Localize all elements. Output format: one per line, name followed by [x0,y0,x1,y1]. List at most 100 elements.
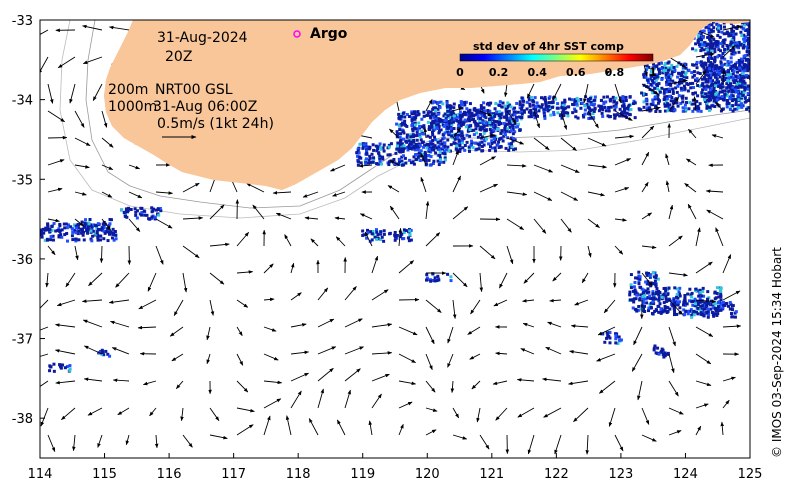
sst-pixel [642,100,646,104]
sst-pixel [509,105,513,109]
sst-pixel [701,82,705,86]
velocity-arrow [74,191,87,196]
sst-pixel [50,228,54,232]
sst-pixel [489,124,493,128]
sst-pixel [746,91,750,95]
sst-pixel [645,291,649,295]
sst-pixel [575,97,579,101]
sst-pixel [489,131,493,135]
velocity-arrow [665,153,670,166]
velocity-arrow [389,128,400,139]
sst-pixel [667,73,671,77]
sst-pixel [414,142,418,146]
velocity-arrow [263,326,277,332]
sst-pixel [628,95,632,99]
sst-pixel [371,160,375,164]
sst-pixel [389,142,393,146]
sst-pixel [653,97,657,101]
sst-pixel [476,114,480,118]
sst-pixel [437,144,441,148]
sst-pixel [600,111,604,115]
sst-pixel [102,237,106,241]
sst-pixel [409,238,413,242]
sst-pixel [534,105,538,109]
sst-pixel [732,38,736,42]
sst-pixel [439,147,443,151]
sst-pixel [729,104,733,108]
sst-pixel [731,308,735,312]
velocity-arrow [317,367,334,382]
sst-pixel [424,156,428,160]
sst-pixel [702,98,706,102]
sst-pixel [372,148,376,152]
sst-pixel [683,103,687,107]
sst-pixel [410,146,414,150]
sst-pixel [69,225,73,229]
sst-pixel [746,99,750,103]
sst-pixel [436,112,440,116]
velocity-arrow [290,323,307,328]
sst-pixel [459,116,463,120]
sst-pixel [90,225,94,229]
sst-pixel [633,307,637,311]
sst-pixel [684,108,688,112]
velocity-arrow [695,403,709,409]
sst-pixel [422,156,426,160]
sst-pixel [404,161,408,165]
sst-pixel [446,145,450,149]
velocity-arrow [169,326,184,337]
colorbar-tick-label: 0.2 [489,66,509,79]
sst-pixel [663,95,667,99]
sst-pixel [416,155,420,159]
sst-pixel [480,140,484,144]
sst-pixel [412,155,416,159]
sst-pixel [666,104,670,108]
sst-pixel [40,228,44,232]
sst-pixel [435,120,439,124]
sst-pixel [660,77,664,81]
sst-pixel [387,143,391,147]
velocity-arrow [554,434,562,455]
sst-pixel [743,88,747,92]
sst-pixel [436,153,440,157]
sst-pixel [704,61,708,65]
sst-pixel [738,61,742,65]
sst-pixel [661,310,665,314]
sst-pixel [667,87,671,91]
sst-pixel [635,309,639,313]
sst-pixel [649,69,653,73]
sst-pixel [586,99,590,103]
sst-pixel [536,104,540,108]
sst-pixel [663,286,667,290]
velocity-arrow [371,351,393,355]
velocity-arrow [334,216,346,221]
sst-pixel [597,104,601,108]
sst-pixel [98,234,102,238]
sst-pixel [61,363,65,367]
velocity-arrow [101,110,108,128]
lon-tick-label: 119 [350,467,375,482]
sst-pixel [666,61,670,65]
sst-pixel [446,109,450,113]
sst-pixel [493,119,497,123]
sst-pixel [413,112,417,116]
sst-pixel [488,121,492,125]
sst-pixel [710,23,714,27]
sst-pixel [76,232,80,236]
velocity-arrow [359,213,373,220]
sst-pixel [677,94,681,98]
sst-pixel [709,62,713,66]
sst-pixel [614,337,618,341]
sst-pixel [88,224,92,228]
sst-pixel [654,276,658,280]
velocity-arrow [693,96,697,112]
sst-pixel [653,309,657,313]
sst-pixel [80,229,84,233]
sst-pixel [668,94,672,98]
sst-pixel [514,115,518,119]
velocity-arrow [695,353,712,365]
sst-pixel [651,281,655,285]
sst-pixel [460,103,464,107]
sst-pixel [494,126,498,130]
sst-pixel [532,107,536,111]
